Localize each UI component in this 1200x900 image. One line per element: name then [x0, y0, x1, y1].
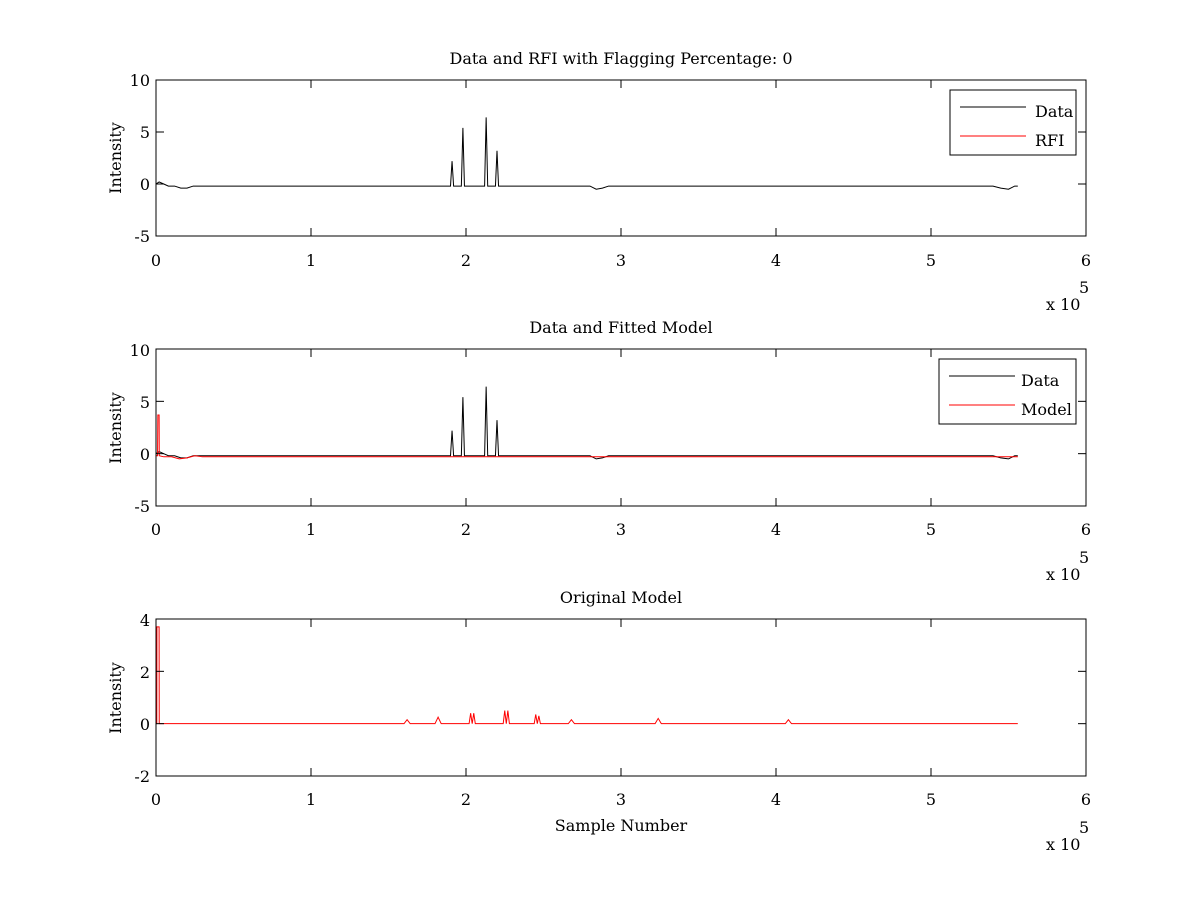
y-tick-label: -2: [134, 767, 150, 786]
x-tick-label: 5: [926, 251, 936, 270]
y-tick-label: 10: [130, 341, 150, 360]
subplot-2: Data and Fitted Model Intensity 0 1 2 3 …: [106, 318, 1091, 584]
legend-box: [949, 89, 1077, 156]
x-tick-label: 2: [461, 251, 471, 270]
y-tick-label: 4: [140, 611, 150, 630]
x-tick-label: 2: [461, 520, 471, 539]
legend-label-model: Model: [1021, 400, 1072, 419]
subplot-2-ylabel: Intensity: [106, 392, 125, 464]
subplot-1-x-ticks: 0 1 2 3 4 5 6: [151, 251, 1091, 270]
x-tick-label: 5: [926, 520, 936, 539]
legend-label-rfi: RFI: [1035, 131, 1064, 150]
x-tick-label: 6: [1081, 251, 1091, 270]
x-tick-label: 0: [151, 251, 161, 270]
subplot-3-xlabel: Sample Number: [555, 816, 688, 835]
subplot-3-x-exponent: x 10: [1046, 835, 1080, 854]
subplot-1-title: Data and RFI with Flagging Percentage: 0: [449, 49, 792, 68]
x-tick-label: 0: [151, 520, 161, 539]
x-tick-label: 5: [926, 790, 936, 809]
y-tick-label: -5: [134, 497, 150, 516]
subplot-2-x-exponent-power: 5: [1079, 548, 1089, 567]
series-line-model: [156, 414, 1018, 460]
subplot-1-y-ticks: 10 5 0 -5: [130, 71, 150, 246]
subplot-2-title: Data and Fitted Model: [529, 318, 712, 337]
legend-label-data: Data: [1021, 371, 1060, 390]
x-tick-label: 6: [1081, 520, 1091, 539]
y-tick-label: 10: [130, 71, 150, 90]
y-tick-label: 2: [140, 663, 150, 682]
plot-layer: [155, 79, 1087, 777]
x-tick-label: 3: [616, 520, 626, 539]
subplot-1-x-exponent: x 10: [1046, 295, 1080, 314]
x-tick-label: 4: [771, 251, 781, 270]
subplot-2-legend: Data Model: [938, 358, 1077, 425]
series-line-data: [155, 117, 1018, 190]
y-tick-label: 5: [140, 123, 150, 142]
subplot-2-y-ticks: 10 5 0 -5: [130, 341, 150, 516]
subplot-1-legend: Data RFI: [949, 89, 1077, 156]
subplot-3-ylabel: Intensity: [106, 662, 125, 734]
subplot-3-x-exponent-power: 5: [1079, 818, 1089, 837]
subplot-1: Data and RFI with Flagging Percentage: 0…: [106, 49, 1091, 314]
x-tick-label: 1: [306, 520, 316, 539]
plot-area-3: [155, 618, 1087, 777]
x-tick-label: 2: [461, 790, 471, 809]
y-tick-label: 5: [140, 393, 150, 412]
series-line-series-0: [156, 626, 1018, 725]
subplot-1-ylabel: Intensity: [106, 122, 125, 194]
plot-area-2: [155, 348, 1087, 507]
y-tick-label: 0: [140, 445, 150, 464]
x-tick-label: 3: [616, 790, 626, 809]
x-tick-label: 1: [306, 790, 316, 809]
y-tick-label: 0: [140, 175, 150, 194]
subplot-1-x-exponent-power: 5: [1079, 278, 1089, 297]
x-tick-label: 0: [151, 790, 161, 809]
y-tick-label: 0: [140, 715, 150, 734]
subplot-2-x-exponent: x 10: [1046, 565, 1080, 584]
subplot-3-y-ticks: 4 2 0 -2: [134, 611, 150, 786]
x-tick-label: 4: [771, 790, 781, 809]
legend-box: [938, 358, 1077, 425]
subplot-3-x-ticks: 0 1 2 3 4 5 6: [151, 790, 1091, 809]
subplot-3: Original Model Intensity Sample Number 0…: [106, 588, 1091, 854]
x-tick-label: 1: [306, 251, 316, 270]
subplot-2-x-ticks: 0 1 2 3 4 5 6: [151, 520, 1091, 539]
legend-label-data: Data: [1035, 102, 1074, 121]
x-tick-label: 3: [616, 251, 626, 270]
plot-area-1: [155, 79, 1087, 237]
x-tick-label: 4: [771, 520, 781, 539]
y-tick-label: -5: [134, 227, 150, 246]
x-tick-label: 6: [1081, 790, 1091, 809]
subplot-3-title: Original Model: [560, 588, 682, 607]
